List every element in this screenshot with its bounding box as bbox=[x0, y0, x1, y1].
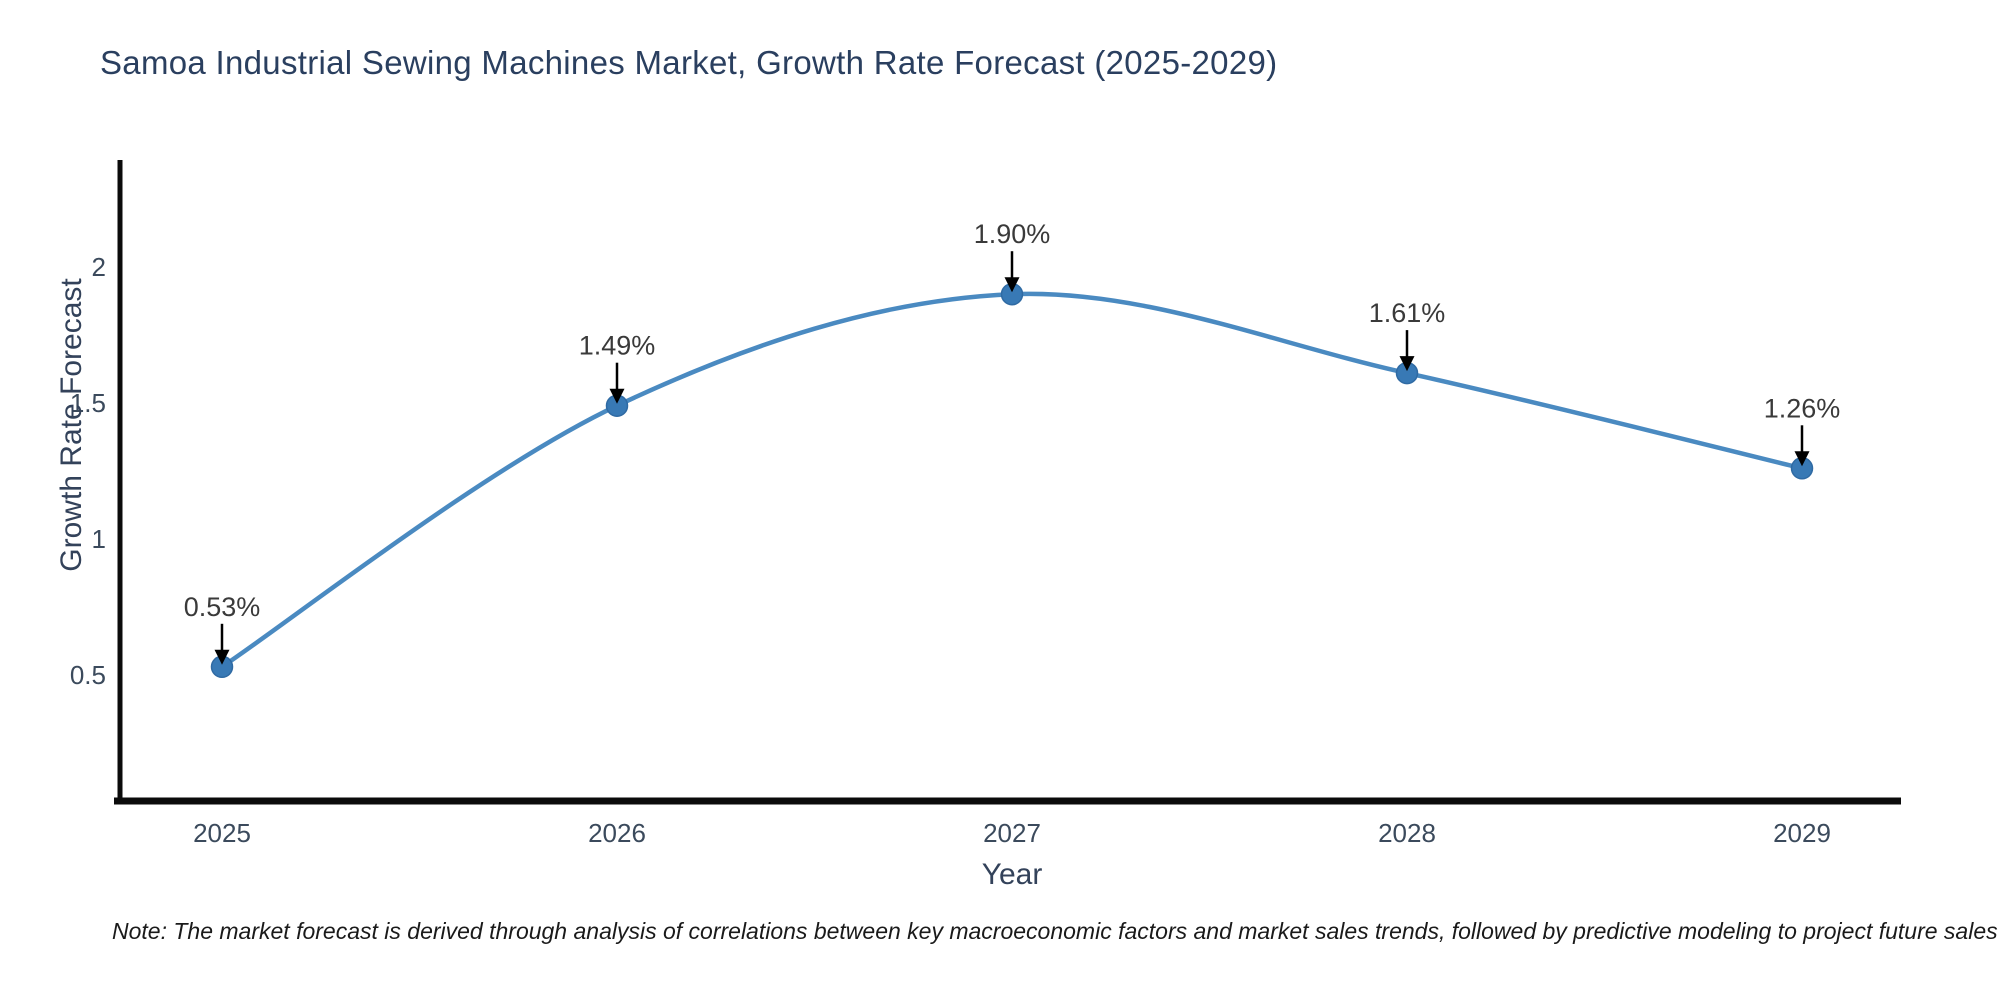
x-tick-label: 2027 bbox=[983, 818, 1041, 848]
x-axis-title: Year bbox=[981, 858, 1043, 891]
y-tick-label: 1 bbox=[92, 524, 106, 554]
annotation-label: 1.61% bbox=[1369, 298, 1446, 328]
annotation-arrowhead bbox=[1004, 277, 1020, 293]
x-tick-label: 2025 bbox=[193, 818, 251, 848]
annotation-label: 1.90% bbox=[974, 219, 1051, 249]
trend-line bbox=[219, 291, 1805, 670]
x-tick-label: 2028 bbox=[1378, 818, 1436, 848]
footnote: Note: The market forecast is derived thr… bbox=[112, 918, 1998, 944]
annotation-arrowhead bbox=[609, 388, 625, 404]
annotation-arrowhead bbox=[1399, 356, 1415, 372]
y-tick-label: 0.5 bbox=[70, 660, 106, 690]
y-tick-label: 1.5 bbox=[70, 388, 106, 418]
chart-title: Samoa Industrial Sewing Machines Market,… bbox=[100, 44, 1278, 81]
annotation-label: 0.53% bbox=[184, 592, 261, 622]
y-axis-title: Growth Rate Forecast bbox=[55, 278, 88, 572]
annotation-label: 1.49% bbox=[579, 331, 656, 361]
annotation-label: 1.26% bbox=[1764, 393, 1841, 423]
x-tick-label: 2029 bbox=[1773, 818, 1831, 848]
x-tick-label: 2026 bbox=[588, 818, 646, 848]
annotation-arrowhead bbox=[1794, 451, 1810, 467]
y-tick-label: 2 bbox=[92, 252, 106, 282]
annotation-arrowhead bbox=[214, 649, 230, 665]
